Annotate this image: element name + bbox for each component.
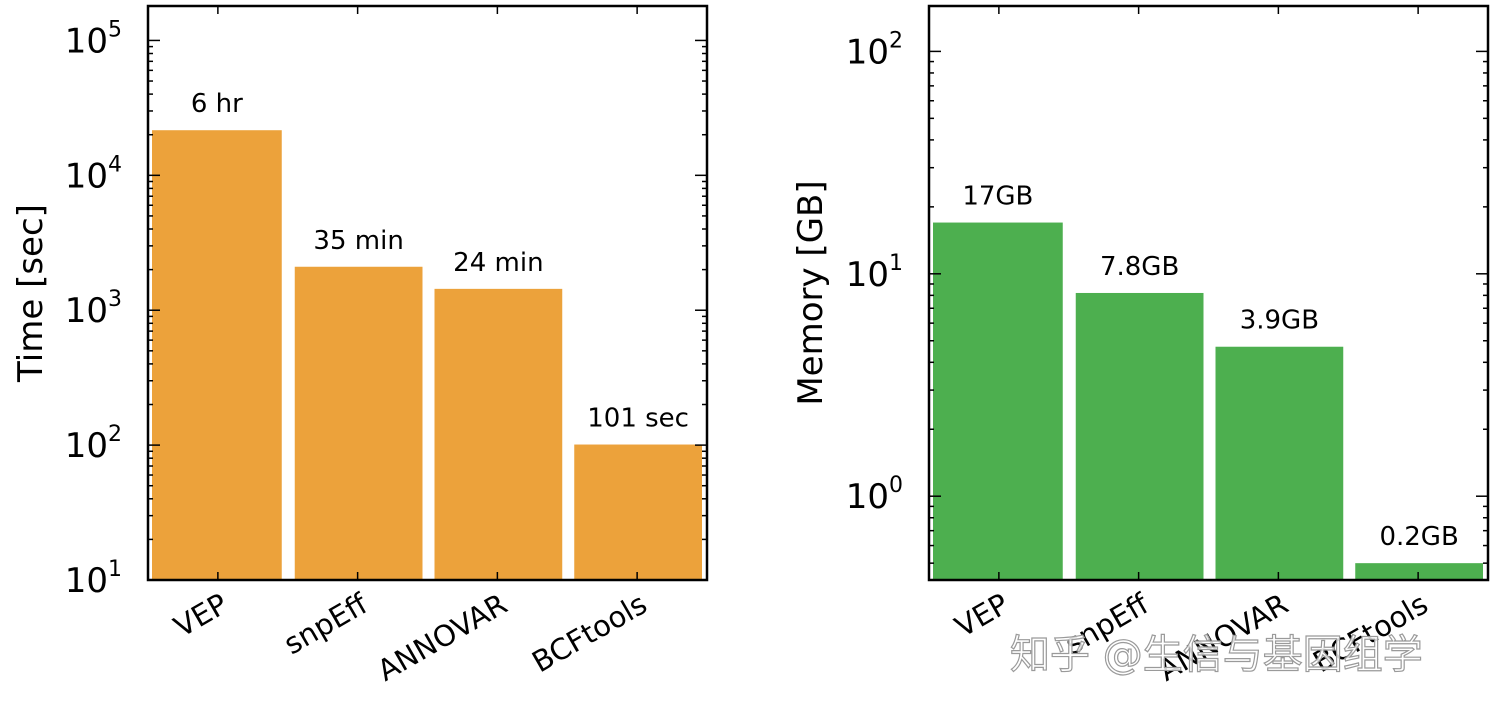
axes-frame <box>146 4 709 582</box>
y-tick-label: 101 <box>846 251 903 295</box>
y-tick-label: 102 <box>65 422 122 466</box>
bar-vep <box>152 130 282 580</box>
bar-snpeff <box>1075 292 1204 580</box>
bar-bcftools <box>574 444 702 580</box>
x-tick-label: ANNOVAR <box>372 587 513 688</box>
y-axis-label: Memory [GB] <box>791 180 831 405</box>
bar-annovar <box>434 288 563 580</box>
bar-annovar <box>1215 346 1344 580</box>
y-axis-label: Time [sec] <box>11 204 51 383</box>
bar-snpeff <box>294 266 423 580</box>
x-tick-label: BCFtools <box>526 587 652 680</box>
memory-chart: 17GBVEP7.8GBsnpEff3.9GBANNOVAR0.2GBBCFto… <box>791 4 1490 688</box>
x-tick-label: VEP <box>949 587 1014 644</box>
watermark: 知乎 @生信与基因组学 <box>1010 632 1423 678</box>
bar-vep <box>933 222 1063 580</box>
y-tick-label: 101 <box>65 557 122 601</box>
bar-value-label: 101 sec <box>587 404 689 434</box>
x-tick-label: VEP <box>168 587 233 644</box>
axes-frame <box>927 4 1490 582</box>
bar-value-label: 6 hr <box>191 89 243 119</box>
bar-value-label: 17GB <box>962 182 1033 212</box>
y-tick-label: 103 <box>65 287 122 331</box>
bar-value-label: 3.9GB <box>1240 306 1319 336</box>
x-tick-label: snpEff <box>278 586 374 661</box>
time-chart: 6 hr VEP 35 min snpEff 24 min ANNOVAR 101 sec B… <box>11 4 709 688</box>
bar-bcftools <box>1355 563 1483 580</box>
y-tick-label: 102 <box>846 28 903 72</box>
bar-value-label: 7.8GB <box>1100 252 1179 282</box>
bar-value-label: 24 min <box>453 248 543 278</box>
y-tick-label: 104 <box>65 152 122 196</box>
y-tick-label: 105 <box>65 17 122 61</box>
bar-value-label: 35 min <box>313 226 403 256</box>
bar-value-label: 0.2GB <box>1379 522 1458 552</box>
y-tick-label: 100 <box>846 473 903 517</box>
